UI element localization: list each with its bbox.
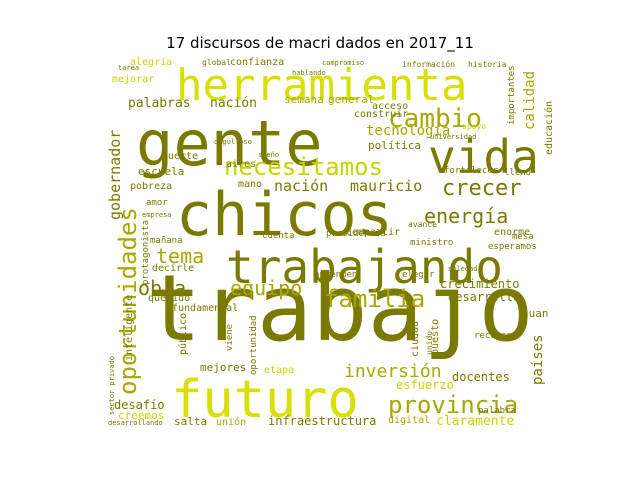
cloud-word: docentes	[452, 370, 510, 384]
cloud-word: aprenden	[314, 270, 357, 280]
cloud-word: mano	[238, 179, 262, 190]
cloud-word: avance	[408, 220, 437, 229]
cloud-word: claramente	[436, 414, 514, 426]
cloud-word: política	[368, 139, 421, 152]
cloud-word: información	[402, 59, 455, 69]
cloud-word: herramienta	[176, 60, 467, 111]
word-cloud: trabajo chicos gente herramienta futuro traba…	[106, 55, 554, 426]
cloud-word: acceso	[372, 101, 408, 112]
cloud-word: mauricio	[350, 177, 422, 195]
cloud-word: inteligente	[124, 295, 135, 361]
cloud-word: orgulloso	[214, 138, 252, 146]
cloud-word: esfuerzo	[396, 378, 454, 392]
cloud-word: general	[328, 93, 374, 106]
cloud-word: salta	[174, 415, 207, 426]
cloud-word: tarea	[118, 64, 139, 72]
cloud-word: ciudad	[410, 321, 421, 357]
cloud-word: etapa	[264, 365, 294, 376]
cloud-word: decirle	[152, 263, 194, 274]
cloud-word: digital	[388, 415, 430, 426]
cloud-word: chicos	[176, 180, 393, 250]
cloud-word: gobernador	[106, 130, 124, 220]
cloud-word: desarrollando	[108, 419, 163, 426]
cloud-word: compromiso	[322, 59, 364, 67]
cloud-word: juan	[522, 307, 549, 320]
cloud-word: unión	[216, 416, 246, 426]
cloud-word: tecnología	[366, 123, 450, 139]
cloud-word: provincia	[388, 391, 518, 419]
cloud-word: creemos	[118, 409, 164, 422]
cloud-word: mañana	[150, 236, 183, 246]
cloud-word: universidad	[430, 133, 476, 141]
cloud-word: nación	[274, 177, 328, 195]
cloud-word: mejores	[200, 361, 246, 374]
cloud-word: semana	[284, 93, 324, 106]
cloud-word: energía	[424, 204, 508, 228]
cloud-word: aires	[226, 159, 256, 170]
cloud-word: oportunidades	[114, 207, 142, 395]
cloud-word: construir	[354, 109, 408, 120]
cloud-word: mesa	[512, 232, 534, 242]
cloud-word: oportunidad	[249, 315, 259, 375]
cloud-word: hablando	[292, 69, 326, 77]
cloud-word: compartir	[346, 227, 400, 238]
cloud-word: escuela	[138, 165, 184, 178]
cloud-word: cuenta	[262, 231, 295, 241]
cloud-word: esperamos	[488, 242, 537, 252]
cloud-word: soledad	[448, 265, 478, 273]
cloud-word: global	[202, 58, 231, 67]
cloud-word: educación	[543, 101, 554, 155]
cloud-word: tema	[156, 244, 204, 268]
cloud-word: vida	[428, 130, 539, 184]
cloud-word: fundamental	[172, 303, 238, 314]
cloud-word: unido	[425, 331, 434, 355]
cloud-word: importantes	[507, 65, 517, 125]
cloud-word: desarrollo	[448, 290, 520, 304]
cloud-word: inversión	[344, 361, 442, 382]
cloud-word: mejorar	[112, 74, 154, 85]
cloud-word: futuro	[171, 370, 359, 426]
cloud-word: puesto	[430, 319, 441, 355]
cloud-word: público	[177, 313, 189, 355]
cloud-word: alegría	[130, 56, 172, 68]
cloud-word: países	[530, 334, 546, 385]
cloud-word: palabra	[478, 406, 516, 416]
cloud-word: confianza	[230, 57, 284, 68]
cloud-word: amor	[146, 198, 168, 208]
cloud-word: recurso	[474, 331, 512, 341]
cloud-word: palabras	[128, 96, 191, 111]
cloud-word: suerte	[162, 151, 198, 162]
cloud-word: empresa	[142, 211, 172, 219]
cloud-word: desafío	[114, 398, 165, 412]
cloud-word: cambio	[388, 104, 482, 134]
cloud-word: nación	[210, 96, 257, 111]
cloud-word: gente	[136, 107, 323, 180]
cloud-word: trabajando	[226, 240, 503, 294]
cloud-word: protagonista	[141, 220, 151, 285]
cloud-word: presidencia	[326, 229, 386, 239]
cloud-word: infraestructura	[268, 414, 376, 426]
cloud-word: equipo	[230, 276, 302, 300]
cloud-word: historia	[468, 60, 507, 69]
cloud-word: crecimiento	[440, 277, 519, 291]
cloud-word: apoyo	[462, 122, 486, 131]
cloud-word: fortalecer	[444, 166, 499, 176]
cloud-word: crecer	[442, 176, 521, 201]
cloud-word: enorme	[494, 227, 530, 238]
cloud-word: querido	[148, 293, 190, 304]
cloud-word: familia	[324, 285, 425, 313]
cloud-word: lleno	[504, 168, 531, 178]
cloud-word: sueño	[258, 151, 279, 159]
chart-title: 17 discursos de macri dados en 2017_11	[166, 34, 474, 52]
cloud-word: obra	[138, 276, 186, 300]
cloud-word: calidad	[522, 71, 538, 130]
cloud-word: trabajo	[146, 255, 534, 362]
cloud-word: pobreza	[130, 181, 172, 192]
cloud-word: elegir	[402, 270, 435, 280]
cloud-word: viene	[225, 324, 235, 351]
cloud-word: ministro	[410, 238, 453, 248]
cloud-word: sector privado	[108, 356, 116, 415]
cloud-word: necesitamos	[224, 153, 383, 181]
